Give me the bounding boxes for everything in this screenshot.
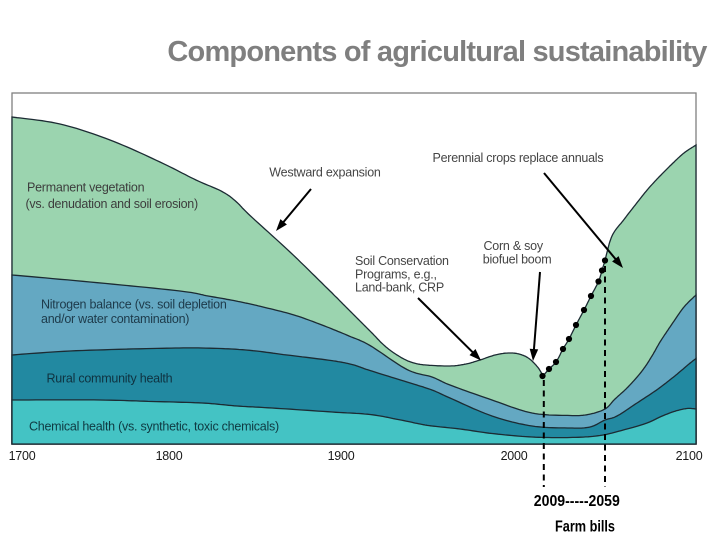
svg-text:Perennial crops replace annual: Perennial crops replace annuals — [433, 151, 604, 165]
svg-text:Rural community health: Rural community health — [47, 372, 173, 386]
svg-text:2100: 2100 — [676, 449, 703, 463]
svg-text:Westward expansion: Westward expansion — [269, 165, 381, 179]
svg-text:2009-----2059: 2009-----2059 — [534, 493, 620, 510]
svg-text:1800: 1800 — [156, 449, 183, 463]
svg-text:and/or water contamination): and/or water contamination) — [41, 312, 189, 326]
svg-text:Permanent vegetation: Permanent vegetation — [27, 181, 145, 195]
svg-text:Nitrogen balance (vs. soil dep: Nitrogen balance (vs. soil depletion — [41, 298, 227, 312]
svg-text:2000: 2000 — [501, 449, 528, 463]
svg-text:biofuel boom: biofuel boom — [483, 253, 552, 267]
svg-text:(vs. denudation and soil erosi: (vs. denudation and soil erosion) — [26, 197, 199, 211]
svg-text:1700: 1700 — [9, 449, 36, 463]
svg-text:1900: 1900 — [328, 449, 355, 463]
svg-text:Farm bills: Farm bills — [555, 519, 615, 536]
svg-text:Components of agricultural sus: Components of agricultural sustainabilit… — [167, 36, 707, 68]
svg-text:Corn & soy: Corn & soy — [484, 239, 544, 253]
svg-text:Programs, e.g.,: Programs, e.g., — [355, 267, 437, 281]
svg-text:Chemical health (vs. synthetic: Chemical health (vs. synthetic, toxic ch… — [29, 420, 279, 434]
svg-text:Soil Conservation: Soil Conservation — [355, 254, 449, 268]
svg-text:Land-bank, CRP: Land-bank, CRP — [355, 281, 444, 295]
